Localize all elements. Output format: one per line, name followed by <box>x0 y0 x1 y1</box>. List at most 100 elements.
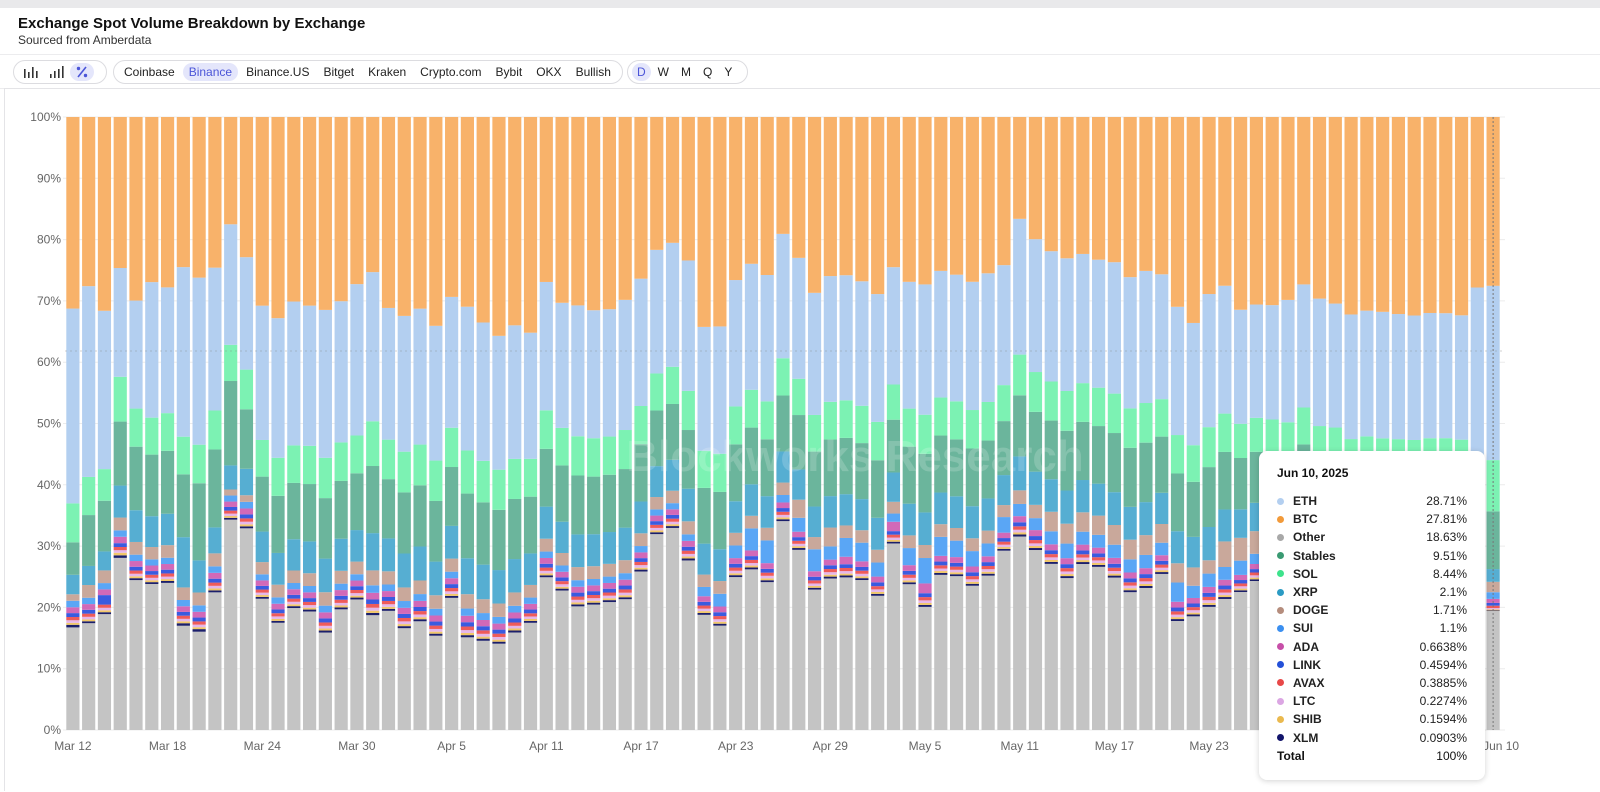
bar-segment-sol[interactable] <box>1060 390 1074 431</box>
bar-segment-ltc[interactable] <box>145 577 159 581</box>
exchange-button-binance-us[interactable]: Binance.US <box>246 65 310 79</box>
bar-segment-shib[interactable] <box>287 604 301 607</box>
bar-segment-other[interactable] <box>303 611 317 730</box>
bar-segment-avax[interactable] <box>965 576 979 580</box>
bar-segment-eth[interactable] <box>97 310 112 470</box>
bar-segment-doge[interactable] <box>886 501 901 514</box>
bar-segment-doge[interactable] <box>381 571 396 585</box>
bar-segment-btc[interactable] <box>255 117 269 306</box>
bar-segment-doge[interactable] <box>350 561 364 575</box>
bar-segment-xrp[interactable] <box>397 553 411 588</box>
bar-segment-xrp[interactable] <box>492 570 506 604</box>
bar-segment-sol[interactable] <box>397 451 411 493</box>
bar-segment-shib[interactable] <box>1123 588 1137 591</box>
bar-segment-sui[interactable] <box>334 583 348 591</box>
bar-segment-sui[interactable] <box>224 495 238 502</box>
bar-segment-xrp[interactable] <box>129 510 143 542</box>
bar-segment-avax[interactable] <box>192 621 206 625</box>
bar-segment-ada[interactable] <box>97 589 112 596</box>
bar-segment-other[interactable] <box>776 521 790 730</box>
bar-segment-btc[interactable] <box>650 117 664 250</box>
bar-segment-xlm[interactable] <box>1249 579 1263 581</box>
bar-segment-doge[interactable] <box>981 530 995 544</box>
bar-segment-doge[interactable] <box>476 599 490 614</box>
bar-segment-sol[interactable] <box>1092 387 1106 427</box>
bar-segment-ada[interactable] <box>539 557 553 564</box>
bar-segment-btc[interactable] <box>192 117 206 278</box>
bar-segment-btc[interactable] <box>839 117 853 276</box>
bar-segment-ltc[interactable] <box>445 591 459 594</box>
bar-segment-stables[interactable] <box>571 475 585 535</box>
bar-segment-xrp[interactable] <box>760 496 774 528</box>
bar-segment-shib[interactable] <box>650 530 664 533</box>
bar-segment-btc[interactable] <box>97 117 112 311</box>
bar-segment-eth[interactable] <box>460 306 474 451</box>
bar-segment-doge[interactable] <box>1139 535 1153 555</box>
bar-segment-xlm[interactable] <box>981 573 995 576</box>
bar-segment-ada[interactable] <box>807 571 822 577</box>
bar-segment-shib[interactable] <box>1028 546 1043 549</box>
bar-segment-xlm[interactable] <box>113 555 127 558</box>
bar-segment-xrp[interactable] <box>239 468 254 496</box>
bar-segment-ada[interactable] <box>1076 544 1090 551</box>
bar-segment-xlm[interactable] <box>571 604 585 607</box>
bar-segment-other[interactable] <box>366 615 380 730</box>
bar-segment-sui[interactable] <box>192 605 206 612</box>
bar-segment-ada[interactable] <box>697 596 711 602</box>
bar-segment-sui[interactable] <box>445 571 459 579</box>
bar-segment-sui[interactable] <box>1218 567 1232 580</box>
bar-segment-stables[interactable] <box>318 498 332 559</box>
bar-segment-eth[interactable] <box>508 325 522 459</box>
bar-segment-sol[interactable] <box>665 366 680 404</box>
bar-segment-shib[interactable] <box>1044 559 1058 562</box>
bar-segment-link[interactable] <box>1486 602 1500 606</box>
exchange-button-crypto-com[interactable]: Crypto.com <box>420 65 482 79</box>
bar-segment-xlm[interactable] <box>303 609 317 612</box>
bar-segment-ltc[interactable] <box>839 571 853 574</box>
bar-segment-shib[interactable] <box>66 622 80 625</box>
bar-segment-ada[interactable] <box>1013 516 1027 523</box>
bar-segment-eth[interactable] <box>476 322 490 461</box>
bar-segment-link[interactable] <box>807 576 822 581</box>
bar-segment-btc[interactable] <box>776 117 790 234</box>
bar-segment-xlm[interactable] <box>397 626 411 629</box>
bar-segment-eth[interactable] <box>665 242 680 367</box>
bar-segment-stables[interactable] <box>208 449 222 528</box>
bar-segment-doge[interactable] <box>807 537 822 550</box>
bar-segment-stables[interactable] <box>523 496 538 554</box>
bar-segment-ltc[interactable] <box>823 572 837 575</box>
bar-segment-sui[interactable] <box>129 554 143 562</box>
bar-segment-shib[interactable] <box>1170 617 1185 620</box>
bar-segment-link[interactable] <box>397 613 411 618</box>
bar-segment-eth[interactable] <box>1407 315 1421 440</box>
bar-segment-sol[interactable] <box>318 457 332 499</box>
bar-segment-btc[interactable] <box>1454 117 1469 316</box>
bar-segment-avax[interactable] <box>208 582 222 586</box>
bar-segment-sui[interactable] <box>949 540 964 558</box>
bar-segment-xrp[interactable] <box>381 538 396 572</box>
bar-segment-ltc[interactable] <box>949 569 964 573</box>
bar-segment-shib[interactable] <box>807 585 822 588</box>
bar-segment-stables[interactable] <box>886 419 901 473</box>
bar-segment-link[interactable] <box>965 572 979 577</box>
bar-segment-doge[interactable] <box>634 533 648 547</box>
bar-segment-stables[interactable] <box>650 410 664 467</box>
bar-segment-sol[interactable] <box>1170 435 1185 474</box>
bar-segment-xrp[interactable] <box>934 492 948 525</box>
bar-segment-doge[interactable] <box>224 489 238 496</box>
bar-segment-xlm[interactable] <box>1123 590 1137 593</box>
bar-segment-xrp[interactable] <box>792 469 806 500</box>
bar-segment-sui[interactable] <box>145 559 159 566</box>
bar-segment-shib[interactable] <box>82 619 96 622</box>
bar-segment-link[interactable] <box>618 585 632 590</box>
bar-segment-shib[interactable] <box>760 578 774 581</box>
bar-segment-ltc[interactable] <box>239 521 254 525</box>
bar-segment-stables[interactable] <box>981 440 995 499</box>
bar-segment-doge[interactable] <box>997 505 1011 518</box>
bar-segment-other[interactable] <box>697 614 711 730</box>
bar-segment-link[interactable] <box>1234 580 1248 584</box>
bar-segment-eth[interactable] <box>886 267 901 385</box>
bar-segment-stables[interactable] <box>239 409 254 469</box>
bar-segment-btc[interactable] <box>1360 117 1374 311</box>
bar-segment-ada[interactable] <box>776 502 790 509</box>
